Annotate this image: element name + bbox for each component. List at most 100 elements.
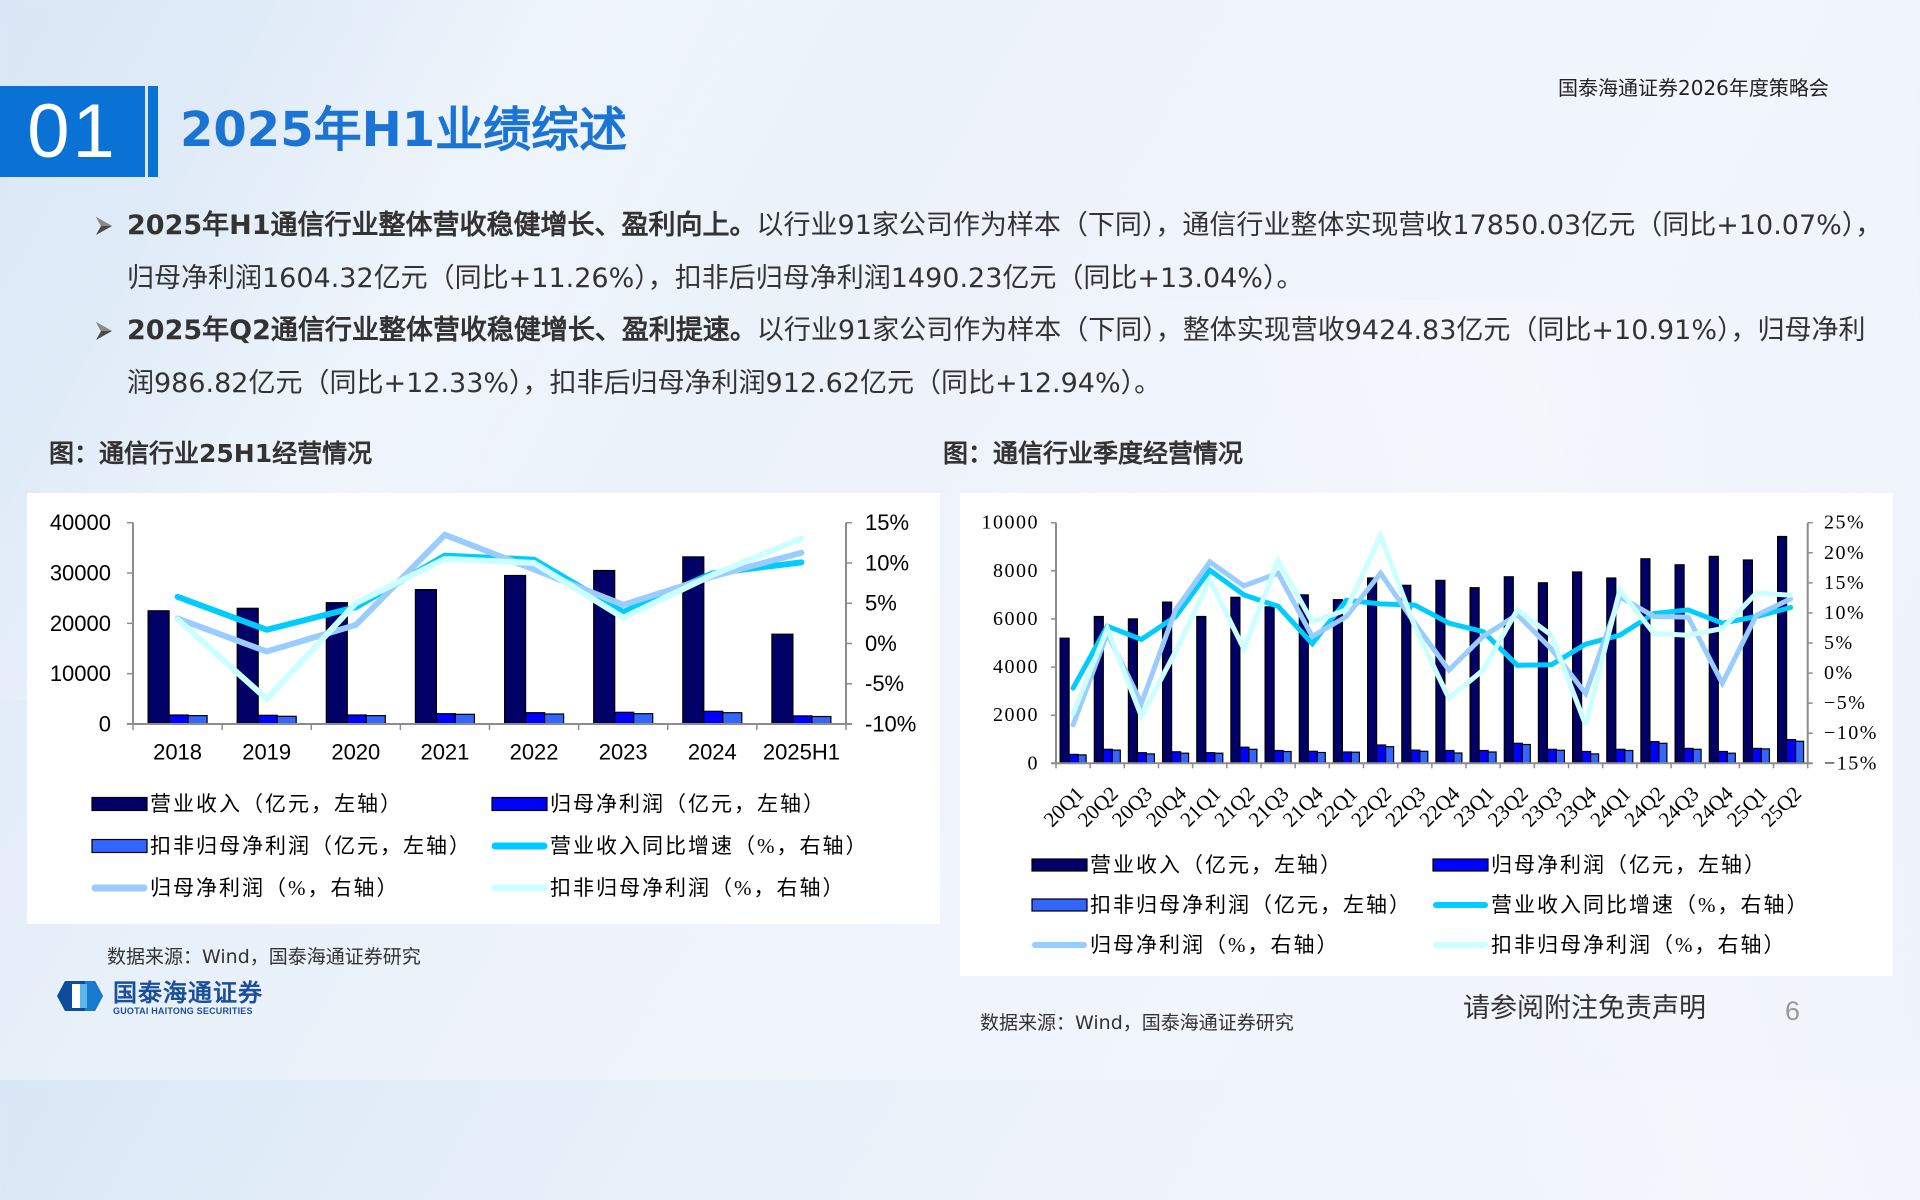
bar	[1674, 564, 1685, 764]
y-tick-label-left: 20000	[50, 611, 111, 636]
data-source-quarterly: 数据来源：Wind，国泰海通证券研究	[980, 1012, 1294, 1034]
chart-legend: 营业收入（亿元，左轴） 归母净利润（亿元，左轴） 扣非归母净利润（亿元，左轴） 营业收…	[1031, 853, 1810, 957]
y-tick-label-right: −15%	[1824, 752, 1878, 774]
y-tick-label-right: 5%	[1824, 632, 1854, 654]
bar	[811, 715, 832, 725]
bar	[276, 715, 297, 725]
bar	[365, 715, 386, 725]
bar	[633, 713, 654, 725]
legend-label: 归母净利润（%，右轴）	[150, 876, 400, 900]
bar	[1640, 558, 1651, 764]
bar	[1776, 535, 1788, 764]
bar	[543, 713, 565, 725]
bar	[454, 713, 475, 725]
bar	[1742, 559, 1754, 764]
bar	[147, 610, 170, 725]
arrow-bullet-icon	[96, 200, 127, 253]
legend-label: 扣非归母净利润（%，右轴）	[1491, 933, 1787, 957]
bar	[1521, 743, 1531, 764]
bar	[257, 714, 278, 725]
y-tick-label-left: 10000	[50, 661, 111, 686]
bar	[1717, 750, 1728, 764]
bar	[1385, 746, 1395, 764]
bullet-lead: 2025年Q2通信行业整体营收稳健增长、盈利提速。	[127, 315, 757, 347]
bar	[1136, 752, 1147, 764]
logo-name-en: GUOTAI HAITONG SECURITIES	[113, 1006, 253, 1016]
bar	[1658, 742, 1668, 764]
y-tick-label-left: 6000	[993, 608, 1039, 630]
page-number: 6	[1785, 996, 1801, 1026]
chart-legend: 营业收入（亿元，左轴） 归母净利润（亿元，左轴） 扣非归母净利润（亿元，左轴） 营业收…	[91, 792, 869, 900]
bar	[1341, 751, 1352, 764]
legend-label: 营业收入同比增速（%，右轴）	[1491, 893, 1810, 917]
bullet-item: 2025年H1通信行业整体营收稳健增长、盈利向上。以行业91家公司作为样本（下同…	[96, 200, 1896, 305]
bar	[1410, 749, 1421, 764]
y-tick-label-left: 10000	[982, 512, 1040, 534]
y-tick-label-left: 8000	[993, 560, 1039, 582]
chart-quarterly: 0 2000 4000 6000 8000 10000 −15% −10% −5% 0% 5% 10%…	[960, 493, 1893, 976]
bar	[1282, 750, 1292, 764]
legend-swatch-bar	[1432, 858, 1489, 872]
bullet-lead: 2025年H1通信行业整体营收稳健增长、盈利向上。	[127, 210, 757, 241]
bar	[1068, 753, 1079, 764]
bar	[1794, 740, 1805, 764]
chart-svg: 0 2000 4000 6000 8000 10000 −15% −10% −5% 0% 5% 10%…	[982, 512, 1878, 957]
bullet-text: 2025年Q2通信行业整体营收稳健增长、盈利提速。以行业91家公司作为样本（下同…	[127, 305, 1892, 410]
legend-label: 扣非归母净利润（亿元，左轴）	[150, 834, 472, 858]
line-series	[174, 531, 805, 655]
y-tick-label-right: 10%	[865, 550, 909, 575]
y-tick-label-right: 25%	[1824, 512, 1865, 534]
x-tick-label: 2025H1	[763, 740, 840, 765]
y-tick-label-right: 0%	[1824, 662, 1854, 684]
bar	[1615, 748, 1626, 764]
line-series	[1070, 566, 1794, 691]
y-tick-label-left: 4000	[993, 656, 1039, 678]
line-series	[1070, 558, 1794, 728]
bar	[1273, 749, 1284, 764]
x-tick-label: 2018	[153, 740, 202, 765]
legend-label: 归母净利润（亿元，左轴）	[550, 792, 826, 816]
bar	[1624, 749, 1634, 764]
bar	[187, 715, 208, 725]
x-tick-label: 2022	[510, 740, 559, 765]
bar	[1683, 747, 1694, 764]
bar	[1316, 751, 1326, 764]
y-tick-label-right: -10%	[865, 712, 916, 737]
y-tick-label-left: 0	[99, 712, 111, 737]
bar	[168, 714, 189, 725]
disclaimer-note: 请参阅附注免责声明	[1463, 993, 1706, 1024]
y-tick-label-left: 2000	[993, 704, 1039, 726]
bullet-body: 以行业91家公司作为样本（下同），通信行业整体实现营收17850.03亿元（同比…	[127, 210, 1883, 294]
bar	[1503, 576, 1514, 764]
section-divider	[148, 86, 158, 177]
x-tick-label: 2024	[688, 740, 737, 765]
bar	[722, 712, 743, 725]
page-title: 2025年H1业绩综述	[180, 102, 628, 158]
y-tick-label-right: −10%	[1824, 722, 1878, 744]
bar	[1571, 571, 1583, 764]
hexagon-logo-icon	[57, 981, 103, 1015]
bar	[1453, 752, 1463, 764]
bar	[1537, 582, 1549, 764]
bar	[1196, 615, 1207, 764]
bar	[1478, 749, 1489, 764]
x-tick-label: 2019	[242, 740, 291, 765]
company-logo: 国泰海通证券 GUOTAI HAITONG SECURITIES	[57, 980, 263, 1016]
bar	[1145, 753, 1155, 764]
chart-svg: 0 10000 20000 30000 40000 -10% -5% 0% 5% 10% 15% 20…	[50, 510, 917, 900]
legend-label: 归母净利润（亿元，左轴）	[1491, 853, 1767, 877]
bar	[1214, 752, 1224, 764]
bar	[525, 712, 546, 725]
line-series	[174, 535, 805, 704]
legend-label: 营业收入同比增速（%，右轴）	[550, 834, 869, 858]
bar	[1692, 748, 1702, 764]
legend-label: 扣非归母净利润（%，右轴）	[550, 876, 846, 900]
legend-swatch-bar	[491, 796, 548, 812]
section-number-badge: 01	[0, 86, 145, 177]
legend-label: 扣非归母净利润（亿元，左轴）	[1090, 893, 1412, 917]
bar	[1760, 748, 1771, 764]
chart-annual: 0 10000 20000 30000 40000 -10% -5% 0% 5% 10% 15% 20…	[27, 493, 940, 924]
bar	[1205, 752, 1216, 764]
y-tick-label-right: 20%	[1824, 542, 1865, 564]
bar	[1102, 748, 1113, 764]
